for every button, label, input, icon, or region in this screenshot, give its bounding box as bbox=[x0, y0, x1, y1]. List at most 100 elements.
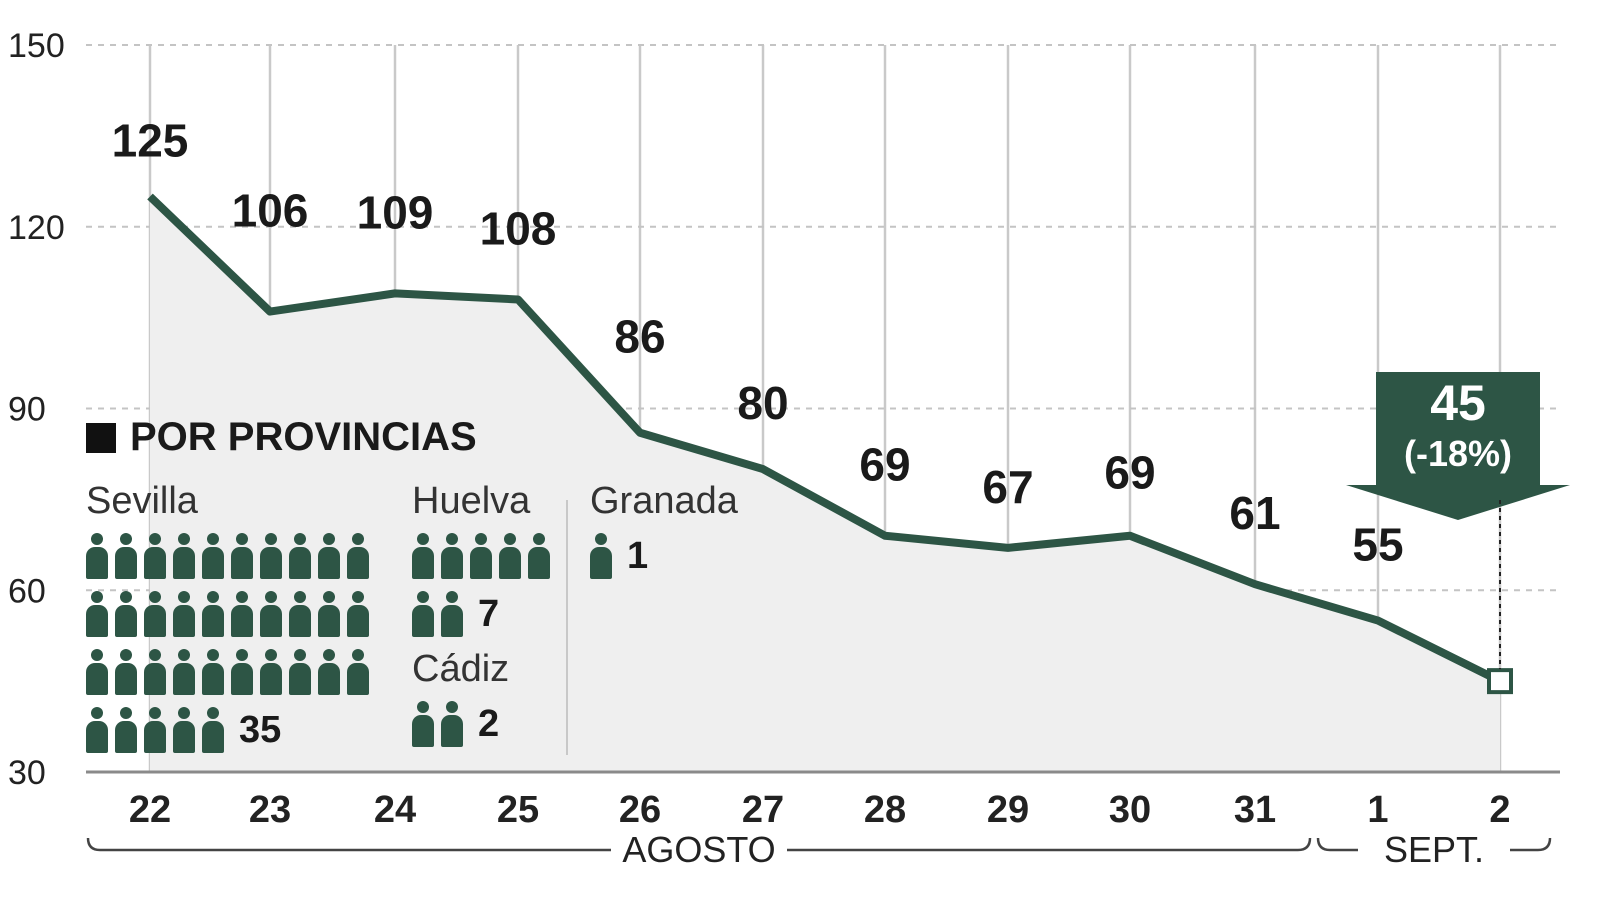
data-label: 108 bbox=[480, 202, 557, 254]
person-icon bbox=[173, 533, 195, 579]
people-icons: 1 bbox=[590, 533, 770, 591]
person-icon bbox=[347, 649, 369, 695]
provinces-panel: POR PROVINCIAS Sevilla 35 Huelva 7 Cádiz… bbox=[86, 415, 766, 775]
person-icon bbox=[231, 649, 253, 695]
x-tick-label: 31 bbox=[1234, 789, 1276, 831]
person-icon bbox=[202, 649, 224, 695]
person-icon bbox=[231, 533, 253, 579]
people-icons: 35 bbox=[86, 533, 386, 765]
person-icon bbox=[499, 533, 521, 579]
province-count: 2 bbox=[478, 703, 500, 745]
data-label: 61 bbox=[1229, 487, 1280, 539]
person-icon bbox=[412, 533, 434, 579]
person-icon bbox=[318, 533, 340, 579]
person-icon bbox=[289, 591, 311, 637]
callout-box: 45 (-18%) bbox=[1346, 372, 1570, 670]
person-icon bbox=[231, 591, 253, 637]
province-granada: Granada 1 bbox=[590, 480, 770, 591]
person-icon bbox=[115, 591, 137, 637]
data-label: 86 bbox=[614, 311, 665, 363]
person-icon bbox=[590, 533, 612, 579]
area-fill bbox=[150, 196, 1500, 773]
person-icon bbox=[86, 533, 108, 579]
person-icon bbox=[86, 649, 108, 695]
province-count: 35 bbox=[239, 709, 282, 751]
x-tick-label: 23 bbox=[249, 789, 291, 831]
person-icon bbox=[441, 533, 463, 579]
person-icon bbox=[528, 533, 550, 579]
province-count: 1 bbox=[627, 535, 649, 577]
person-icon bbox=[173, 649, 195, 695]
province-count: 7 bbox=[478, 593, 500, 635]
y-tick-label: 90 bbox=[8, 391, 46, 429]
people-icons: 7 bbox=[412, 533, 562, 649]
province-huelva: Huelva 7 bbox=[412, 480, 562, 649]
province-name: Sevilla bbox=[86, 480, 198, 522]
person-icon bbox=[318, 649, 340, 695]
provinces-title-text: POR PROVINCIAS bbox=[130, 415, 477, 459]
person-icon bbox=[115, 649, 137, 695]
people-icons: 2 bbox=[412, 701, 562, 759]
x-tick-label: 27 bbox=[742, 789, 784, 831]
chart-marks: 125 106 109 108 86 80 69 67 69 61 55 bbox=[112, 114, 1513, 695]
series-line bbox=[147, 193, 1502, 685]
callout-change: (-18%) bbox=[1404, 433, 1512, 474]
month-label: SEPT. bbox=[1384, 829, 1484, 870]
person-icon bbox=[260, 591, 282, 637]
person-icon bbox=[144, 533, 166, 579]
data-label: 106 bbox=[232, 185, 309, 237]
y-tick-label: 120 bbox=[8, 209, 65, 247]
person-icon bbox=[173, 591, 195, 637]
grid bbox=[86, 44, 1560, 772]
person-icon bbox=[144, 591, 166, 637]
person-icon bbox=[260, 533, 282, 579]
y-tick-label: 150 bbox=[8, 27, 65, 65]
person-icon bbox=[441, 591, 463, 637]
province-name: Cádiz bbox=[412, 648, 510, 690]
data-label: 80 bbox=[737, 377, 788, 429]
person-icon bbox=[86, 591, 108, 637]
person-icon bbox=[441, 701, 463, 747]
data-label: 55 bbox=[1352, 519, 1403, 571]
person-icon bbox=[202, 533, 224, 579]
person-icon bbox=[412, 701, 434, 747]
person-icon bbox=[347, 533, 369, 579]
month-bracket bbox=[86, 837, 1312, 852]
data-label: 109 bbox=[357, 186, 434, 238]
callout-arrow bbox=[1346, 372, 1570, 520]
y-tick-label: 60 bbox=[8, 572, 46, 610]
month-label: AGOSTO bbox=[622, 829, 775, 870]
last-point-marker bbox=[1487, 668, 1513, 695]
square-icon bbox=[86, 422, 116, 453]
person-icon bbox=[173, 707, 195, 753]
province-cadiz: Cádiz 2 bbox=[412, 648, 562, 759]
province-sevilla: Sevilla 35 bbox=[86, 480, 386, 765]
x-tick-label: 24 bbox=[374, 789, 416, 831]
data-label: 69 bbox=[1104, 447, 1155, 499]
divider bbox=[566, 500, 568, 755]
person-icon bbox=[144, 707, 166, 753]
person-icon bbox=[144, 649, 166, 695]
province-name: Huelva bbox=[412, 480, 531, 522]
person-icon bbox=[260, 649, 282, 695]
person-icon bbox=[202, 591, 224, 637]
x-tick-label: 1 bbox=[1367, 789, 1388, 831]
person-icon bbox=[202, 707, 224, 753]
x-tick-label: 28 bbox=[864, 789, 906, 831]
x-tick-label: 25 bbox=[497, 789, 539, 831]
data-label: 125 bbox=[112, 114, 189, 166]
person-icon bbox=[289, 533, 311, 579]
x-tick-label: 30 bbox=[1109, 789, 1151, 831]
person-icon bbox=[412, 591, 434, 637]
person-icon bbox=[289, 649, 311, 695]
person-icon bbox=[318, 591, 340, 637]
x-tick-label: 22 bbox=[129, 789, 171, 831]
provinces-title: POR PROVINCIAS bbox=[86, 415, 477, 460]
person-icon bbox=[470, 533, 492, 579]
x-tick-label: 29 bbox=[987, 789, 1029, 831]
person-icon bbox=[115, 707, 137, 753]
data-label: 67 bbox=[982, 461, 1033, 513]
x-tick-label: 26 bbox=[619, 789, 661, 831]
province-name: Granada bbox=[590, 480, 738, 522]
